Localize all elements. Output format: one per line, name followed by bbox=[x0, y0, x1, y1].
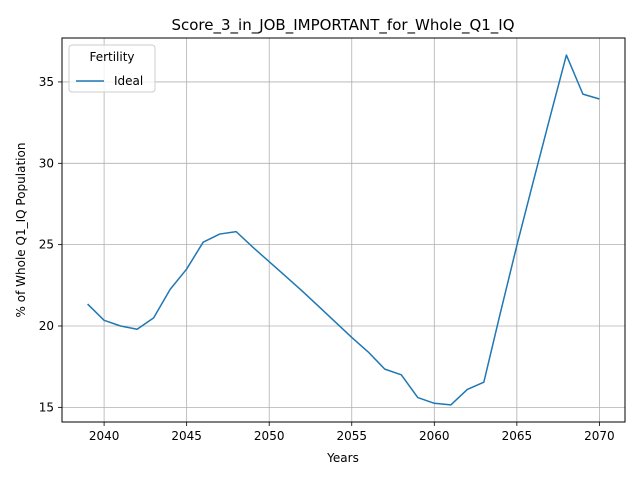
grid-lines bbox=[62, 38, 625, 422]
y-tick-label: 20 bbox=[39, 319, 54, 333]
x-tick-label: 2060 bbox=[419, 429, 450, 443]
x-tick-label: 2050 bbox=[254, 429, 285, 443]
x-tick-label: 2070 bbox=[584, 429, 615, 443]
x-tick-label: 2055 bbox=[336, 429, 367, 443]
x-axis-label: Years bbox=[326, 451, 359, 465]
y-axis: 15 20 25 30 35 bbox=[39, 75, 62, 414]
legend: Fertility Ideal bbox=[68, 44, 156, 93]
y-axis-label: % of Whole Q1_IQ Population bbox=[14, 143, 28, 318]
x-tick-label: 2065 bbox=[502, 429, 533, 443]
legend-title: Fertility bbox=[89, 50, 134, 64]
plot-area-frame bbox=[61, 37, 626, 423]
x-tick-label: 2045 bbox=[171, 429, 202, 443]
chart-title: Score_3_in_JOB_IMPORTANT_for_Whole_Q1_IQ bbox=[171, 16, 514, 35]
series-layer bbox=[87, 54, 600, 406]
x-axis: 2040 2045 2050 2055 2060 2065 2070 bbox=[89, 422, 615, 443]
legend-label-ideal: Ideal bbox=[114, 74, 143, 88]
series-line-ideal bbox=[87, 54, 600, 406]
y-tick-label: 35 bbox=[39, 75, 54, 89]
y-tick-label: 25 bbox=[39, 238, 54, 252]
x-tick-label: 2040 bbox=[89, 429, 120, 443]
y-tick-label: 30 bbox=[39, 156, 54, 170]
y-tick-label: 15 bbox=[39, 400, 54, 414]
